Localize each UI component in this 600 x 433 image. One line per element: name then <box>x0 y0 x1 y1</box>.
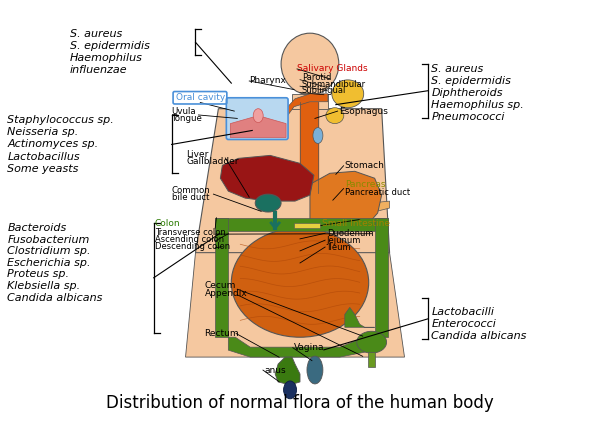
Text: S. aureus: S. aureus <box>431 64 484 74</box>
Text: Haemophilus: Haemophilus <box>70 53 143 64</box>
Text: Parotid: Parotid <box>302 74 331 82</box>
Text: Staphylococcus sp.: Staphylococcus sp. <box>7 116 114 126</box>
Text: S. aureus: S. aureus <box>70 29 122 39</box>
Text: Appendix: Appendix <box>205 288 247 297</box>
Text: bile duct: bile duct <box>172 193 209 202</box>
Polygon shape <box>374 218 388 337</box>
Polygon shape <box>275 357 300 385</box>
Polygon shape <box>185 253 404 357</box>
Text: Ascending colon: Ascending colon <box>155 235 224 244</box>
Ellipse shape <box>307 356 323 384</box>
Text: Cecum: Cecum <box>205 281 236 290</box>
Polygon shape <box>315 198 389 215</box>
Text: Proteus sp.: Proteus sp. <box>7 269 70 279</box>
Text: Pharynx: Pharynx <box>249 77 286 85</box>
Text: Common: Common <box>172 186 211 195</box>
Ellipse shape <box>313 128 323 143</box>
Polygon shape <box>300 102 318 193</box>
Text: Ileum: Ileum <box>327 242 350 252</box>
Text: Submandibular: Submandibular <box>302 80 366 89</box>
Text: Liver: Liver <box>187 150 209 158</box>
Text: Vagina: Vagina <box>294 343 325 352</box>
Text: Candida albicans: Candida albicans <box>7 293 103 303</box>
Text: Enterococci: Enterococci <box>431 319 496 329</box>
Ellipse shape <box>357 331 386 353</box>
Polygon shape <box>294 223 320 228</box>
Text: Esophagus: Esophagus <box>339 107 388 116</box>
Text: Lactobacilli: Lactobacilli <box>431 307 494 317</box>
Text: Pancreas: Pancreas <box>345 180 385 189</box>
Text: Clostridium sp.: Clostridium sp. <box>7 246 91 256</box>
Text: anus: anus <box>264 365 286 375</box>
Polygon shape <box>229 337 374 357</box>
Text: Candida albicans: Candida albicans <box>431 331 527 341</box>
Text: Escherichia sp.: Escherichia sp. <box>7 258 91 268</box>
Text: Uvula: Uvula <box>172 107 196 116</box>
Ellipse shape <box>232 228 368 337</box>
Text: Fusobacterium: Fusobacterium <box>7 235 90 245</box>
Text: Neisseria sp.: Neisseria sp. <box>7 127 79 137</box>
Polygon shape <box>220 155 314 201</box>
Text: Jejunum: Jejunum <box>327 236 361 245</box>
Polygon shape <box>310 171 382 233</box>
Text: Small Intestine: Small Intestine <box>322 219 390 228</box>
FancyBboxPatch shape <box>226 98 288 139</box>
Text: Salivary Glands: Salivary Glands <box>297 65 368 74</box>
Text: Transverse colon: Transverse colon <box>155 228 226 237</box>
Ellipse shape <box>253 109 263 123</box>
Text: Distribution of normal flora of the human body: Distribution of normal flora of the huma… <box>106 394 494 412</box>
Polygon shape <box>230 116 286 138</box>
Polygon shape <box>292 94 328 109</box>
Text: Colon: Colon <box>155 219 181 228</box>
Ellipse shape <box>255 194 281 212</box>
Text: Gallbladder: Gallbladder <box>187 157 239 166</box>
Polygon shape <box>196 109 389 253</box>
Text: influenzae: influenzae <box>70 65 128 75</box>
Text: Pneumococci: Pneumococci <box>431 112 505 122</box>
Text: Tongue: Tongue <box>172 114 202 123</box>
Polygon shape <box>286 94 328 118</box>
Text: Diphtheroids: Diphtheroids <box>431 88 503 98</box>
Text: Actinomyces sp.: Actinomyces sp. <box>7 139 98 149</box>
Text: Klebsiella sp.: Klebsiella sp. <box>7 281 80 291</box>
Text: Descending colon: Descending colon <box>155 242 230 251</box>
Polygon shape <box>345 307 374 327</box>
Text: Stomach: Stomach <box>345 161 385 170</box>
Text: Pancreatic duct: Pancreatic duct <box>345 188 410 197</box>
Ellipse shape <box>284 381 296 399</box>
Text: Sublingual: Sublingual <box>302 86 346 95</box>
Text: Haemophilus sp.: Haemophilus sp. <box>431 100 524 110</box>
Text: Some yeasts: Some yeasts <box>7 164 79 174</box>
Polygon shape <box>215 218 388 231</box>
Text: Duodenum: Duodenum <box>327 229 373 238</box>
Text: Rectum: Rectum <box>205 329 239 338</box>
Ellipse shape <box>326 108 344 123</box>
Text: Bacteroids: Bacteroids <box>7 223 67 233</box>
Text: S. epidermidis: S. epidermidis <box>431 76 511 86</box>
Polygon shape <box>215 218 229 337</box>
Ellipse shape <box>281 33 339 95</box>
Text: Oral cavity: Oral cavity <box>176 93 225 102</box>
Text: S. epidermidis: S. epidermidis <box>70 42 150 52</box>
Polygon shape <box>368 352 374 367</box>
Ellipse shape <box>332 80 364 108</box>
Text: Lactobacillus: Lactobacillus <box>7 152 80 162</box>
